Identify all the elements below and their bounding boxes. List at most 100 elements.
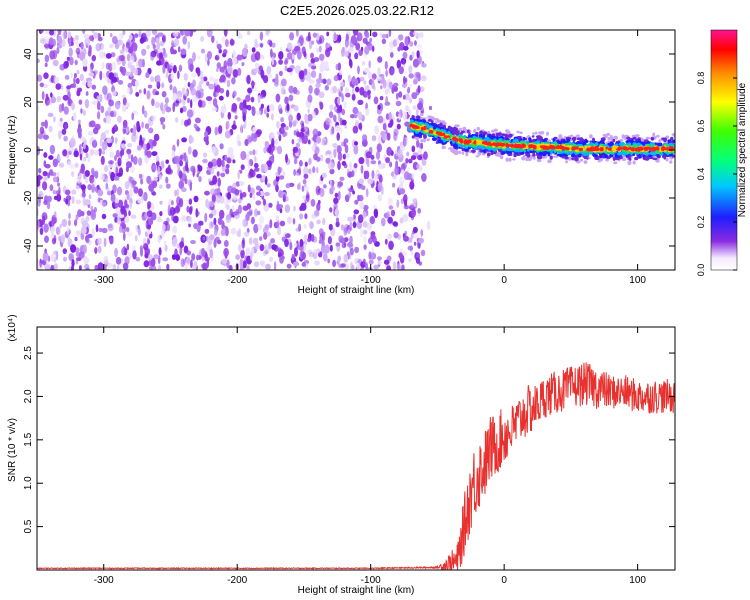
spectrogram-noise-point (100, 44, 105, 51)
spectrogram-signal-point (436, 119, 442, 123)
spectrogram-noise-point (308, 79, 315, 84)
spectrogram-noise-point (107, 77, 111, 84)
spectrogram-noise-point (265, 30, 270, 36)
spectrogram-noise-point (307, 108, 311, 114)
spectrogram-noise-point (302, 178, 307, 185)
spectrogram-noise-point (188, 198, 193, 205)
spectrogram-noise-point (250, 251, 253, 261)
spectrogram-noise-point (181, 187, 187, 192)
spectrogram-noise-point (218, 48, 222, 54)
spectrogram-noise-point (125, 71, 131, 77)
spectrogram-noise-point (132, 128, 137, 137)
spectrogram-noise-point (158, 174, 162, 180)
spectrogram-noise-point (386, 265, 391, 270)
spectrogram-noise-point (329, 207, 333, 213)
spectrogram-noise-point (227, 112, 231, 120)
spectrogram-noise-point (304, 183, 307, 188)
spectrogram-noise-point (387, 233, 393, 240)
spectrogram-noise-point (401, 250, 408, 256)
spectrogram-noise-point (145, 123, 149, 129)
spectrogram-signal-point (619, 142, 622, 146)
spectrogram-noise-point (315, 185, 321, 196)
spectrogram-noise-point (348, 47, 354, 54)
spectrogram-noise-point (335, 63, 339, 71)
spectrogram-noise-point (252, 194, 256, 201)
spectrogram-noise-point (259, 54, 265, 60)
spectrogram-noise-point (267, 144, 272, 153)
spectrogram-noise-point (385, 69, 388, 77)
spectrogram-noise-point (262, 250, 268, 257)
spectrogram-noise-point (384, 101, 391, 106)
spectrogram-noise-point (99, 137, 103, 147)
spectrogram-noise-point (276, 203, 281, 212)
spectrogram-noise-point (89, 174, 95, 184)
spectrogram-noise-point (53, 116, 56, 123)
spectrogram-noise-point (183, 73, 188, 81)
spectrogram-noise-point (240, 150, 247, 161)
spectrogram-noise-point (206, 169, 212, 175)
spectrogram-noise-point (194, 117, 201, 124)
spectrogram-noise-point (232, 159, 236, 164)
spectrogram-signal-point (571, 157, 575, 160)
spectrogram-noise-point (239, 192, 243, 200)
spectrogram-noise-point (330, 186, 336, 191)
spectrogram-noise-point (179, 160, 183, 167)
spectrogram-noise-point (373, 96, 379, 105)
spectrogram-noise-point (254, 155, 257, 163)
spectrogram-noise-point (412, 198, 417, 203)
spectrogram-noise-point (379, 96, 384, 101)
spectrogram-noise-point (241, 191, 247, 198)
spectrogram-noise-point (82, 142, 86, 150)
spectrogram-signal-point (512, 158, 516, 161)
spectrogram-signal-point (431, 137, 437, 142)
spectrogram-noise-point (68, 253, 74, 262)
spectrogram-noise-point (37, 178, 41, 187)
spectrogram-noise-point (172, 237, 178, 246)
spectrogram-noise-point (172, 86, 177, 96)
spectrogram-noise-point (420, 249, 426, 257)
spectrogram-noise-point (73, 150, 79, 158)
spectrogram-noise-point (340, 81, 345, 87)
spectrogram-signal-point (475, 155, 480, 158)
spectrogram-noise-point (133, 156, 138, 165)
spectrogram-noise-point (85, 216, 90, 222)
spectrogram-noise-point (365, 188, 369, 198)
spectrogram-noise-point (126, 193, 130, 201)
spectrogram-noise-point (55, 190, 61, 195)
spectrogram-noise-point (399, 188, 406, 195)
spectrogram-noise-point (44, 62, 48, 67)
spectrogram-noise-point (379, 32, 383, 38)
spectrogram-noise-point (43, 152, 48, 158)
spectrogram-noise-point (398, 91, 403, 98)
spectrogram-noise-point (409, 204, 415, 211)
spectrogram-signal-point (667, 139, 672, 143)
spectrogram-noise-point (169, 206, 175, 216)
spectrogram-noise-point (107, 106, 112, 113)
spectrogram-noise-point (303, 126, 308, 133)
spectrogram-noise-point (399, 181, 404, 188)
spectrogram-noise-point (354, 141, 358, 146)
spectrogram-noise-point (74, 219, 78, 227)
spectrogram-noise-point (162, 64, 166, 74)
spectrogram-noise-point (249, 192, 253, 198)
spectrogram-noise-point (236, 97, 241, 102)
spectrogram-noise-point (310, 58, 316, 64)
spectrogram-signal-point (522, 136, 526, 141)
spectrogram-noise-point (399, 217, 404, 224)
spectrogram-noise-point (78, 251, 85, 259)
spectrogram-noise-point (106, 92, 112, 102)
spectrogram-noise-point (150, 50, 157, 58)
spectrogram-noise-point (76, 257, 82, 262)
spectrogram-noise-point (118, 32, 125, 39)
spectrogram-noise-point (319, 102, 324, 110)
spectrogram-noise-point (337, 181, 344, 187)
spectrogram-noise-point (171, 150, 175, 159)
spectrogram-noise-point (107, 190, 112, 196)
spectrogram-noise-point (251, 47, 256, 53)
spectrogram-noise-point (182, 35, 188, 45)
spectrogram-noise-point (203, 76, 208, 82)
spectrogram-noise-point (335, 221, 340, 228)
spectrogram-noise-point (191, 72, 197, 78)
spectrogram-signal-point (461, 151, 465, 155)
spectrogram-noise-point (50, 92, 53, 98)
